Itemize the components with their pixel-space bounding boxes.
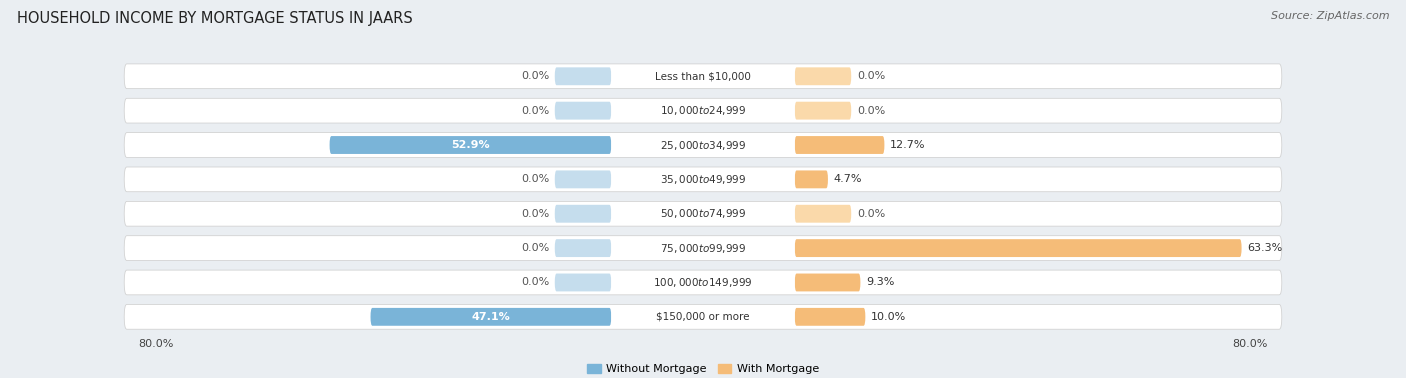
Text: 0.0%: 0.0%: [520, 105, 550, 116]
FancyBboxPatch shape: [555, 205, 612, 223]
FancyBboxPatch shape: [371, 308, 612, 326]
Text: Less than $10,000: Less than $10,000: [655, 71, 751, 81]
FancyBboxPatch shape: [555, 274, 612, 291]
FancyBboxPatch shape: [794, 136, 884, 154]
Text: 80.0%: 80.0%: [138, 339, 174, 350]
Text: 0.0%: 0.0%: [856, 209, 886, 219]
FancyBboxPatch shape: [794, 67, 851, 85]
Legend: Without Mortgage, With Mortgage: Without Mortgage, With Mortgage: [582, 359, 824, 378]
Text: Source: ZipAtlas.com: Source: ZipAtlas.com: [1271, 11, 1389, 21]
FancyBboxPatch shape: [794, 274, 860, 291]
FancyBboxPatch shape: [794, 170, 828, 188]
FancyBboxPatch shape: [124, 64, 1282, 89]
FancyBboxPatch shape: [124, 304, 1282, 329]
FancyBboxPatch shape: [612, 308, 794, 326]
Text: 0.0%: 0.0%: [520, 277, 550, 288]
FancyBboxPatch shape: [794, 102, 851, 119]
FancyBboxPatch shape: [555, 170, 612, 188]
Text: 10.0%: 10.0%: [870, 312, 907, 322]
FancyBboxPatch shape: [612, 67, 794, 85]
Text: 12.7%: 12.7%: [890, 140, 925, 150]
FancyBboxPatch shape: [555, 102, 612, 119]
Text: 63.3%: 63.3%: [1247, 243, 1282, 253]
FancyBboxPatch shape: [612, 170, 794, 188]
Text: $25,000 to $34,999: $25,000 to $34,999: [659, 138, 747, 152]
FancyBboxPatch shape: [124, 98, 1282, 123]
Text: $10,000 to $24,999: $10,000 to $24,999: [659, 104, 747, 117]
FancyBboxPatch shape: [124, 167, 1282, 192]
FancyBboxPatch shape: [612, 102, 794, 119]
Text: $100,000 to $149,999: $100,000 to $149,999: [654, 276, 752, 289]
Text: 0.0%: 0.0%: [856, 71, 886, 81]
FancyBboxPatch shape: [612, 136, 794, 154]
FancyBboxPatch shape: [794, 205, 851, 223]
FancyBboxPatch shape: [124, 270, 1282, 295]
Text: 52.9%: 52.9%: [451, 140, 489, 150]
Text: $35,000 to $49,999: $35,000 to $49,999: [659, 173, 747, 186]
Text: 80.0%: 80.0%: [1232, 339, 1268, 350]
FancyBboxPatch shape: [124, 236, 1282, 260]
Text: $75,000 to $99,999: $75,000 to $99,999: [659, 242, 747, 255]
Text: HOUSEHOLD INCOME BY MORTGAGE STATUS IN JAARS: HOUSEHOLD INCOME BY MORTGAGE STATUS IN J…: [17, 11, 412, 26]
Text: 0.0%: 0.0%: [520, 71, 550, 81]
FancyBboxPatch shape: [124, 133, 1282, 157]
Text: 47.1%: 47.1%: [471, 312, 510, 322]
Text: 0.0%: 0.0%: [856, 105, 886, 116]
Text: 4.7%: 4.7%: [834, 174, 862, 184]
FancyBboxPatch shape: [612, 239, 794, 257]
Text: 0.0%: 0.0%: [520, 243, 550, 253]
Text: 0.0%: 0.0%: [520, 174, 550, 184]
FancyBboxPatch shape: [329, 136, 612, 154]
Text: 9.3%: 9.3%: [866, 277, 894, 288]
FancyBboxPatch shape: [555, 67, 612, 85]
Text: $50,000 to $74,999: $50,000 to $74,999: [659, 207, 747, 220]
FancyBboxPatch shape: [555, 239, 612, 257]
FancyBboxPatch shape: [124, 201, 1282, 226]
FancyBboxPatch shape: [612, 205, 794, 223]
FancyBboxPatch shape: [794, 239, 1241, 257]
FancyBboxPatch shape: [612, 274, 794, 291]
FancyBboxPatch shape: [794, 308, 865, 326]
Text: 0.0%: 0.0%: [520, 209, 550, 219]
Text: $150,000 or more: $150,000 or more: [657, 312, 749, 322]
